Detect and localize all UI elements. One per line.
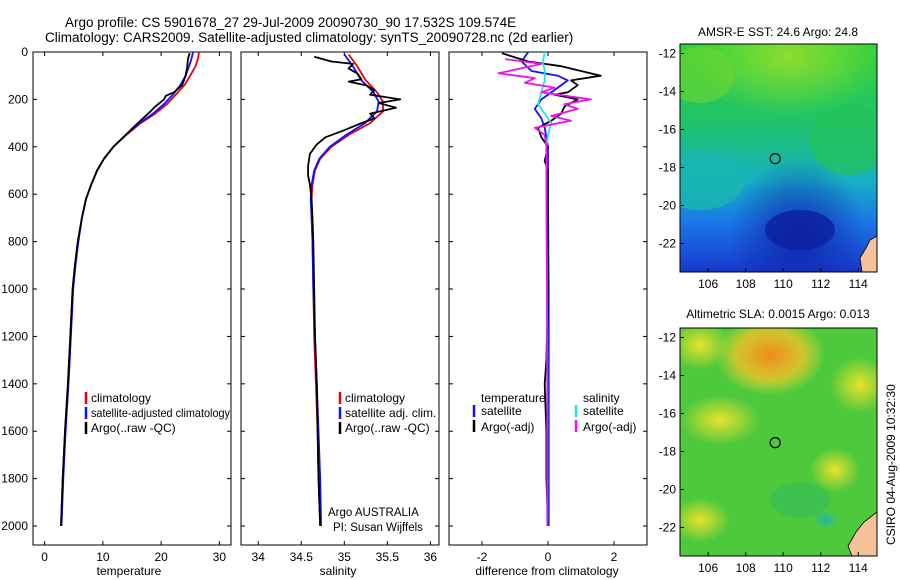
sla-map-panel: Altimetric SLA: 0.0015 Argo: 0.013 106 10… <box>659 307 878 575</box>
x-tick-label: 112 <box>811 277 830 291</box>
salinity-panel: 34 34.5 35 35.5 36 salinity climatology sate… <box>240 51 440 578</box>
series-line-satellite-adjusted-climatology <box>60 51 194 527</box>
legend-climatology-label: climatology <box>91 391 151 405</box>
temperature-legend: climatology satellite-adjusted climatolo… <box>84 391 230 435</box>
difference-lines <box>497 51 602 527</box>
y-tick-label: -20 <box>659 199 677 213</box>
land-patch <box>847 511 877 556</box>
y-tick-label: 600 <box>8 187 28 201</box>
x-tick-label: 108 <box>736 277 756 291</box>
legend-sal-satellite-label: satellite <box>583 404 624 418</box>
y-tick-label: -14 <box>659 369 677 383</box>
x-tick-label: 30 <box>213 550 227 564</box>
y-tick-label: 1800 <box>1 472 28 486</box>
sst-map-panel: AMSR-E SST: 24.6 Argo: 24.8 106 108 110 112… <box>659 25 878 291</box>
temperature-panel: 0 200 400 600 800 1000 1200 1400 1600 1800 2000 0 10… <box>1 45 232 578</box>
y-tick-label: -14 <box>659 85 677 99</box>
sla-map-frame <box>679 327 878 557</box>
legend-satellite-label: satellite adj. clim. <box>345 406 436 420</box>
legend-argo-label: Argo(..raw -QC) <box>345 421 430 435</box>
series-line-argo-raw-qc <box>307 55 402 527</box>
x-tick-label: 110 <box>774 277 793 291</box>
salinity-plot-frame <box>240 51 440 546</box>
x-tick-label: 0 <box>545 550 552 564</box>
difference-panel: -2 0 2 difference from climatology tempera… <box>448 51 648 578</box>
y-tick-label: 1400 <box>1 377 28 391</box>
x-tick-label: 114 <box>849 277 868 291</box>
series-line-climatology <box>310 53 384 527</box>
y-tick-label: -18 <box>659 445 677 459</box>
x-tick-label: 2 <box>611 550 618 564</box>
series-line-salinity-argo-adj <box>497 58 592 526</box>
salinity-xlabel: salinity <box>320 564 357 578</box>
y-tick-label: 400 <box>8 140 28 154</box>
land-patch <box>859 235 877 272</box>
legend-argo-label: Argo(..raw -QC) <box>91 421 176 435</box>
y-tick-label: -18 <box>659 161 677 175</box>
x-tick-label: 34.5 <box>290 550 314 564</box>
y-tick-label: 2000 <box>1 519 28 533</box>
argo-pi-label: PI: Susan Wijffels <box>333 522 423 534</box>
salinity-lines <box>307 53 402 527</box>
x-tick-label: 110 <box>774 561 793 575</box>
legend-satellite-label: satellite-adjusted climatology <box>91 406 230 420</box>
legend-climatology-label: climatology <box>345 391 405 405</box>
argo-location-marker <box>769 153 781 165</box>
x-tick-label: 114 <box>849 561 868 575</box>
y-tick-label: -12 <box>659 331 677 345</box>
x-tick-label: 34 <box>252 550 266 564</box>
x-tick-label: 106 <box>698 277 718 291</box>
figure-title-line1: Argo profile: CS 5901678_27 29-Jul-2009 … <box>65 15 516 30</box>
x-tick-label: 35.5 <box>376 550 400 564</box>
x-tick-label: 20 <box>154 550 168 564</box>
x-tick-label: 106 <box>698 561 718 575</box>
y-tick-label: -16 <box>659 123 677 137</box>
x-tick-label: 35 <box>338 550 352 564</box>
y-tick-label: -12 <box>659 47 677 61</box>
legend-salinity-header: salinity <box>583 391 620 405</box>
difference-legend: temperature salinity satellite Argo(-adj… <box>472 391 636 434</box>
salinity-legend: climatology satellite adj. clim. Argo(..… <box>338 391 436 435</box>
legend-temp-argo-label: Argo(-adj) <box>481 420 534 434</box>
series-line-temperature-argo-adj <box>501 52 602 527</box>
y-tick-label: -16 <box>659 407 677 421</box>
series-line-climatology <box>60 51 200 527</box>
y-tick-label: -22 <box>659 237 677 251</box>
sst-map-title: AMSR-E SST: 24.6 Argo: 24.8 <box>698 25 858 39</box>
sla-map-title: Altimetric SLA: 0.0015 Argo: 0.013 <box>686 307 870 321</box>
figure-title-line2: Climatology: CARS2009. Satellite-adjuste… <box>45 30 573 45</box>
x-tick-label: 36 <box>424 550 438 564</box>
y-tick-label: 800 <box>8 235 28 249</box>
credit-label: CSIRO 04-Aug-2009 10:32:30 <box>884 384 898 545</box>
x-tick-label: 108 <box>736 561 756 575</box>
sst-map-frame <box>679 43 878 273</box>
argo-program-label: Argo AUSTRALIA <box>328 507 419 519</box>
y-tick-label: 200 <box>8 92 28 106</box>
sst-heatmap <box>680 44 877 272</box>
legend-temperature-header: temperature <box>481 391 546 405</box>
temperature-xlabel: temperature <box>97 564 162 578</box>
y-tick-label: 1000 <box>1 282 28 296</box>
temperature-plot-frame <box>32 51 232 546</box>
x-tick-label: -2 <box>477 550 488 564</box>
difference-xlabel: difference from climatology <box>475 564 618 578</box>
x-tick-label: 112 <box>811 561 830 575</box>
series-line-satellite-adj-clim <box>309 53 380 527</box>
y-tick-label: 1200 <box>1 329 28 343</box>
x-tick-label: 0 <box>41 550 48 564</box>
y-tick-label: 1600 <box>1 424 28 438</box>
legend-sal-argo-label: Argo(-adj) <box>583 420 636 434</box>
argo-location-marker <box>769 437 781 449</box>
x-tick-label: 10 <box>96 550 110 564</box>
series-line-argo-raw-qc <box>60 52 191 527</box>
legend-temp-satellite-label: satellite <box>481 404 522 418</box>
y-tick-label: 0 <box>21 45 28 59</box>
sla-heatmap <box>680 328 877 556</box>
y-tick-label: -20 <box>659 483 677 497</box>
y-tick-label: -22 <box>659 521 677 535</box>
temperature-lines <box>60 51 200 527</box>
